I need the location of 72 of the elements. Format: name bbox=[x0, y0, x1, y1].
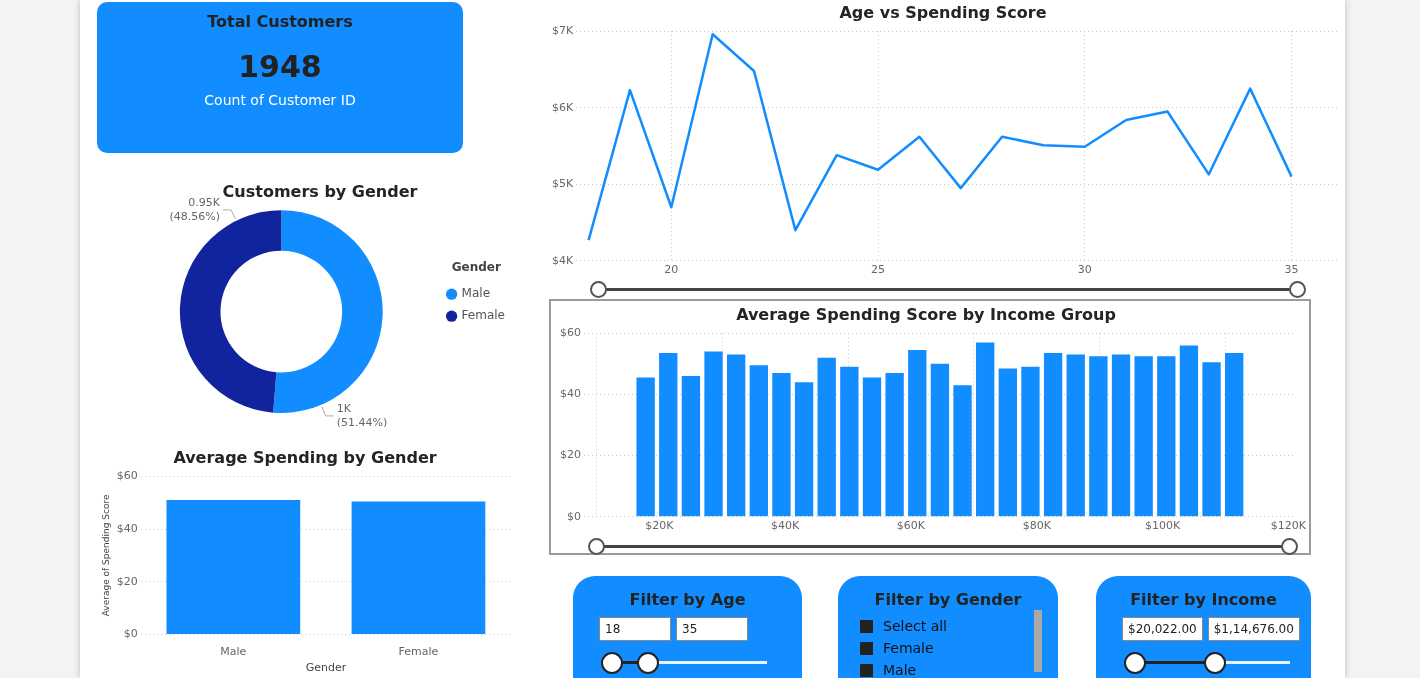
bar bbox=[704, 351, 723, 517]
data-label: 0.95K (48.56%) bbox=[169, 195, 221, 223]
bar bbox=[840, 366, 859, 517]
y-tick-label: $40 bbox=[560, 387, 581, 401]
bar bbox=[794, 382, 814, 517]
x-tick-label: 20 bbox=[664, 263, 679, 277]
bar bbox=[1202, 362, 1221, 517]
bar bbox=[727, 354, 746, 517]
text: 18 bbox=[599, 617, 671, 641]
bar bbox=[659, 353, 678, 517]
bar bbox=[998, 368, 1017, 517]
bar bbox=[930, 363, 950, 517]
text: Select all bbox=[883, 618, 947, 634]
legend-title: Gender bbox=[451, 259, 501, 274]
x-tick-label: $40K bbox=[771, 519, 801, 533]
text: 1948 bbox=[237, 49, 323, 84]
y-tick-label: $60 bbox=[116, 469, 138, 483]
bar bbox=[1066, 354, 1085, 517]
chart-title: Customers by Gender bbox=[222, 181, 418, 201]
text: Male bbox=[883, 662, 917, 678]
bar bbox=[1179, 345, 1199, 517]
bar bbox=[953, 385, 972, 517]
y-axis-title: Average of Spending Score bbox=[100, 494, 111, 617]
bar bbox=[908, 350, 927, 517]
y-tick-label: $60 bbox=[560, 326, 581, 340]
bar bbox=[1225, 353, 1244, 517]
x-tick-label: 25 bbox=[871, 263, 886, 277]
x-tick-label: $80K bbox=[1022, 519, 1052, 533]
chart-title: Average Spending by Gender bbox=[173, 447, 437, 467]
text: Filter by Income bbox=[1129, 590, 1278, 609]
y-tick-label: $0 bbox=[123, 627, 138, 641]
y-tick-label: $4K bbox=[551, 253, 574, 267]
x-tick-label: $120K bbox=[1270, 519, 1307, 533]
bar bbox=[1089, 356, 1108, 517]
bar bbox=[976, 342, 995, 517]
bar bbox=[1043, 353, 1063, 517]
bar bbox=[1111, 354, 1131, 517]
text: Count of Customer ID bbox=[203, 92, 357, 108]
text: Filter by Gender bbox=[873, 590, 1023, 609]
bar bbox=[817, 357, 836, 517]
y-tick-label: $5K bbox=[551, 177, 574, 191]
text: $1,14,676.00 bbox=[1207, 617, 1300, 641]
text: Filter by Age bbox=[628, 590, 747, 609]
y-tick-label: $7K bbox=[551, 24, 574, 38]
text: $20,022.00 bbox=[1122, 617, 1203, 641]
bar bbox=[1134, 356, 1153, 517]
text: Total Customers bbox=[206, 12, 354, 31]
x-tick-label: $100K bbox=[1144, 519, 1181, 533]
y-tick-label: $40 bbox=[116, 521, 138, 535]
chart-title: Average Spending Score by Income Group bbox=[736, 304, 1116, 324]
text: 35 bbox=[676, 617, 748, 641]
x-tick-label: 30 bbox=[1077, 263, 1092, 277]
bar bbox=[862, 377, 882, 517]
y-tick-label: $20 bbox=[560, 448, 581, 462]
bar bbox=[681, 376, 701, 517]
bar bbox=[636, 377, 655, 517]
chart-title: Age vs Spending Score bbox=[839, 2, 1047, 22]
bar bbox=[772, 372, 791, 517]
legend-label: Female bbox=[461, 308, 505, 323]
x-tick-label: $20K bbox=[645, 519, 675, 533]
y-tick-label: $6K bbox=[551, 100, 574, 114]
bar bbox=[885, 372, 904, 517]
bar bbox=[1021, 366, 1040, 517]
x-tick-label: 35 bbox=[1284, 263, 1299, 277]
legend-label: Male bbox=[461, 286, 491, 301]
y-tick-label: $0 bbox=[567, 509, 581, 523]
y-tick-label: $20 bbox=[116, 574, 138, 588]
bar bbox=[1157, 356, 1176, 517]
x-axis-title: Gender bbox=[305, 661, 347, 675]
data-label: 1K (51.44%) bbox=[336, 401, 388, 429]
bar bbox=[749, 365, 768, 517]
x-tick-label: $60K bbox=[896, 519, 926, 533]
